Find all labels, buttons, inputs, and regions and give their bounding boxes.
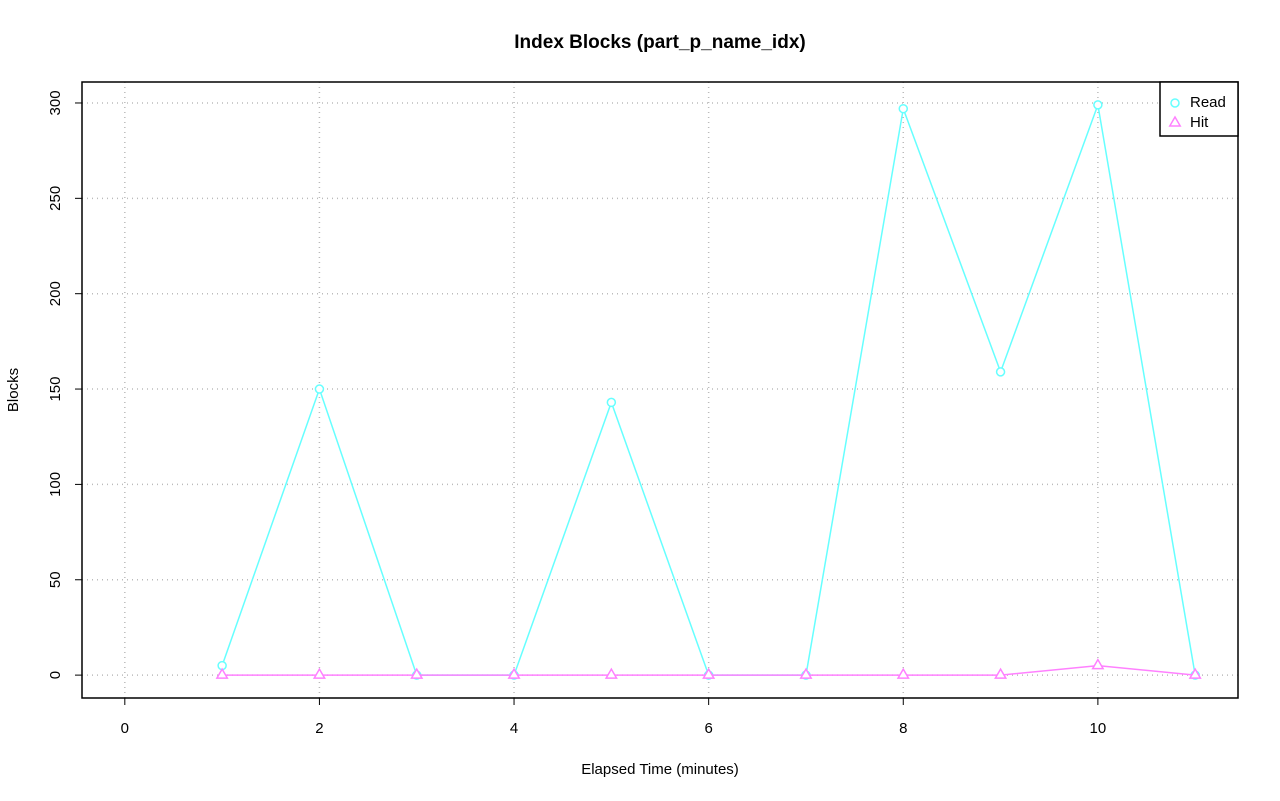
- data-point: [898, 103, 909, 114]
- legend-marker: [1168, 115, 1182, 127]
- x-tick-label: 0: [121, 720, 129, 737]
- legend-label: Read: [1190, 94, 1226, 111]
- x-tick-label: 8: [899, 720, 907, 737]
- series-line: [221, 101, 1196, 676]
- plot-frame: [81, 81, 1239, 699]
- data-point: [896, 667, 910, 679]
- y-tick-label: 200: [47, 281, 64, 306]
- y-tick-label: 50: [47, 571, 64, 588]
- x-tick-label: 6: [704, 720, 712, 737]
- data-point: [702, 667, 716, 679]
- y-tick-label: 150: [47, 377, 64, 402]
- x-tick-label: 2: [315, 720, 323, 737]
- data-point: [995, 367, 1006, 377]
- x-tick-label: 10: [1090, 720, 1107, 737]
- legend-marker: [1170, 98, 1180, 108]
- chart-title: Index Blocks (part_p_name_idx): [514, 32, 805, 53]
- data-point: [1091, 658, 1105, 670]
- x-axis-label: Elapsed Time (minutes): [581, 761, 739, 778]
- data-point: [314, 384, 325, 394]
- x-tick-label: 4: [510, 720, 518, 737]
- y-tick-label: 250: [47, 186, 64, 211]
- legend-label: Hit: [1190, 114, 1209, 131]
- data-point: [1188, 667, 1202, 679]
- data-point: [507, 667, 521, 679]
- y-axis-label: Blocks: [5, 368, 22, 412]
- data-point: [799, 667, 813, 679]
- data-point: [994, 667, 1008, 679]
- data-point: [1093, 100, 1103, 110]
- data-point: [604, 667, 618, 679]
- y-tick-label: 0: [47, 671, 64, 679]
- data-point: [606, 397, 617, 408]
- data-point: [312, 667, 326, 679]
- legend-box: [1159, 81, 1239, 137]
- data-point: [215, 667, 229, 679]
- y-tick-label: 100: [47, 472, 64, 497]
- y-tick-label: 300: [47, 90, 64, 115]
- data-point: [410, 667, 424, 679]
